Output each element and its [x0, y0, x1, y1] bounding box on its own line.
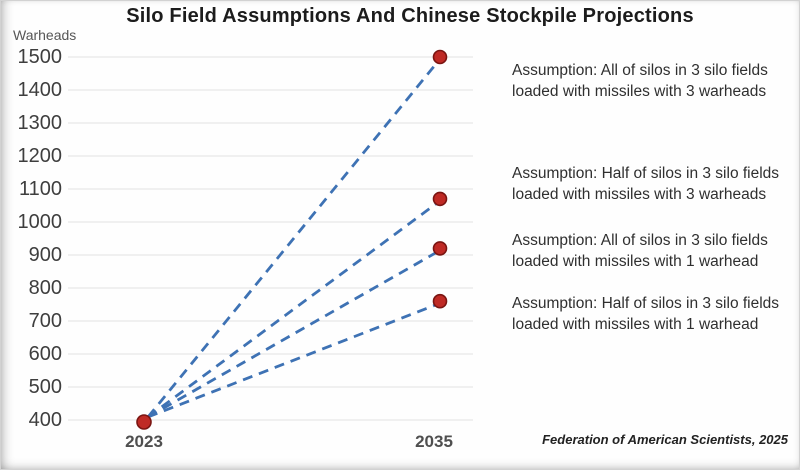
data-point-2035-series-4 [432, 293, 448, 309]
y-tick-label: 900 [28, 244, 62, 266]
projection-line-4 [147, 301, 441, 419]
data-point-2035-series-1 [432, 49, 448, 65]
assumption-3-line-2: loaded with missiles with 1 warhead [512, 253, 759, 270]
data-point-2023-start [136, 414, 152, 430]
assumption-label-1: Assumption: All of silos in 3 silo field… [512, 60, 798, 102]
x-tick-2035: 2035 [415, 432, 453, 451]
projection-line-2 [147, 199, 441, 419]
assumption-4-line-1: Assumption: Half of silos in 3 silo fiel… [512, 295, 780, 312]
page-title: Silo Field Assumptions And Chinese Stock… [126, 5, 694, 27]
assumption-label-2: Assumption: Half of silos in 3 silo fiel… [512, 163, 798, 205]
y-tick-label: 1200 [17, 145, 63, 167]
attribution-text: Federation of American Scientists, 2025 [542, 432, 788, 447]
assumption-3-line-1: Assumption: All of silos in 3 silo field… [512, 232, 768, 249]
assumption-label-3: Assumption: All of silos in 3 silo field… [512, 230, 798, 272]
y-tick-label: 1100 [18, 178, 62, 200]
projection-line-1 [146, 58, 442, 418]
y-tick-label: 800 [28, 277, 62, 299]
assumption-1-line-2: loaded with missiles with 3 warheads [512, 83, 767, 100]
y-tick-label: 400 [28, 409, 62, 431]
y-tick-label: 500 [28, 376, 62, 398]
assumption-2-line-1: Assumption: Half of silos in 3 silo fiel… [512, 165, 780, 182]
y-tick-label: 600 [28, 343, 62, 365]
y-tick-label: 1400 [17, 79, 63, 101]
assumption-2-line-2: loaded with missiles with 3 warheads [512, 186, 767, 203]
y-tick-label: 1500 [17, 46, 63, 68]
assumption-label-4: Assumption: Half of silos in 3 silo fiel… [512, 293, 798, 335]
assumption-1-line-1: Assumption: All of silos in 3 silo field… [512, 62, 768, 79]
y-tick-label: 1300 [17, 112, 63, 134]
y-tick-label: 700 [28, 310, 62, 332]
data-point-2035-series-3 [432, 241, 448, 256]
y-tick-label: 1000 [17, 211, 63, 233]
y-axis-unit-label: Warheads [13, 27, 77, 43]
data-point-2035-series-2 [432, 191, 448, 207]
assumption-4-line-2: loaded with missiles with 1 warhead [512, 316, 759, 333]
projection-line-3 [147, 249, 441, 419]
x-tick-2023: 2023 [125, 432, 163, 451]
